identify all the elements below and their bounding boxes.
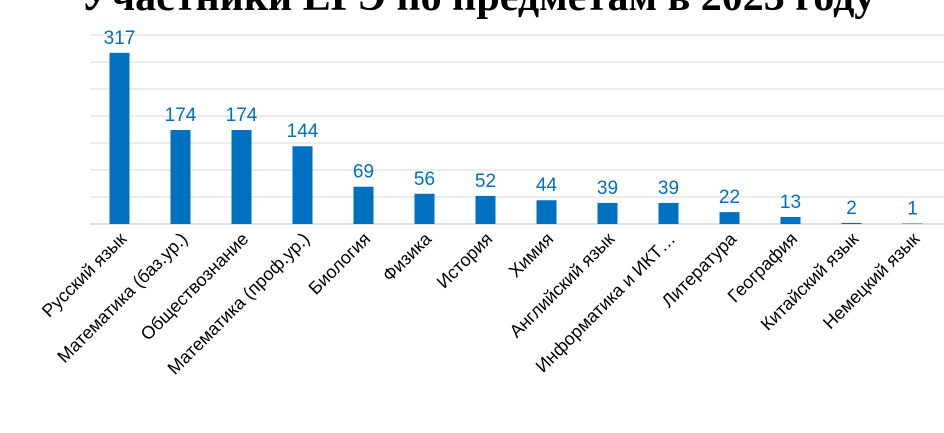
bar xyxy=(719,212,740,224)
bar xyxy=(902,223,923,224)
data-label: 56 xyxy=(414,169,435,190)
bar xyxy=(536,200,557,224)
data-label: 39 xyxy=(597,178,618,199)
data-label: 2 xyxy=(846,198,857,219)
bar xyxy=(780,216,801,224)
data-label: 174 xyxy=(226,105,258,126)
bar xyxy=(658,202,679,224)
data-label: 52 xyxy=(475,171,496,192)
chart-title: Участники ЕГЭ по предметам в 2023 году xyxy=(81,0,876,20)
bars-group xyxy=(109,52,923,224)
bar xyxy=(170,130,191,224)
category-label: Физика xyxy=(379,228,437,286)
category-label: Обществознание xyxy=(137,229,253,345)
bar xyxy=(414,193,435,224)
gridlines xyxy=(90,34,944,198)
data-label: 1 xyxy=(907,198,918,219)
data-label: 13 xyxy=(780,192,801,213)
bar xyxy=(353,186,374,224)
bar xyxy=(109,52,130,224)
data-label: 317 xyxy=(104,28,136,49)
bar xyxy=(841,222,862,224)
data-label: 22 xyxy=(719,187,740,208)
bar xyxy=(292,146,313,224)
category-label: Английский язык xyxy=(506,229,619,342)
category-label: История xyxy=(433,229,497,293)
bar xyxy=(597,202,618,224)
data-label: 144 xyxy=(287,121,319,142)
bar xyxy=(475,195,496,224)
bar xyxy=(231,130,252,224)
data-label: 39 xyxy=(658,178,679,199)
data-label: 44 xyxy=(536,175,558,196)
category-label: Химия xyxy=(505,229,558,282)
category-label: Биология xyxy=(305,229,375,299)
value-labels-group: 317 174 174 144 69 56 52 44 39 39 22 13 2 1 xyxy=(104,28,918,220)
data-label: 69 xyxy=(353,162,374,183)
data-label: 174 xyxy=(165,105,197,126)
